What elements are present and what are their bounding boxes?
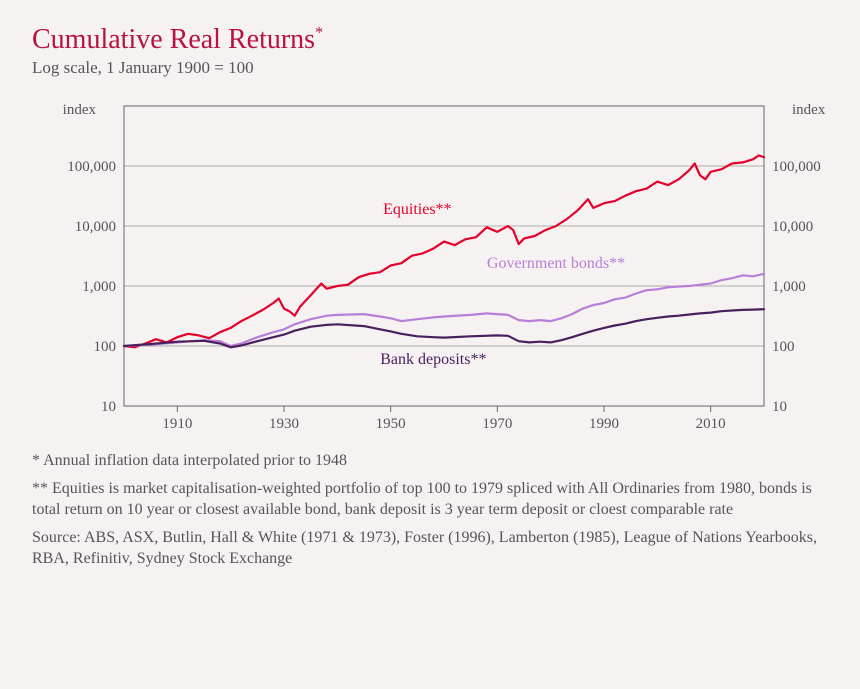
svg-text:1,000: 1,000 bbox=[772, 279, 806, 295]
footnote-2: ** Equities is market capitalisation-wei… bbox=[32, 478, 828, 521]
svg-text:Bank deposits**: Bank deposits** bbox=[380, 351, 486, 368]
svg-text:100: 100 bbox=[772, 339, 795, 355]
svg-text:2010: 2010 bbox=[696, 416, 726, 432]
svg-text:1970: 1970 bbox=[482, 416, 512, 432]
svg-text:Government bonds**: Government bonds** bbox=[487, 255, 625, 272]
chart-container: Cumulative Real Returns* Log scale, 1 Ja… bbox=[0, 0, 860, 592]
chart-subtitle: Log scale, 1 January 1900 = 100 bbox=[32, 58, 828, 78]
svg-text:100,000: 100,000 bbox=[772, 159, 821, 175]
svg-text:1950: 1950 bbox=[376, 416, 406, 432]
line-chart-svg: 10 10 100 100 1,000 1,000 10,000 10,000 100,000 1… bbox=[32, 96, 828, 436]
svg-text:100: 100 bbox=[94, 339, 117, 355]
svg-text:100,000: 100,000 bbox=[67, 159, 116, 175]
svg-text:1910: 1910 bbox=[162, 416, 192, 432]
svg-text:Equities**: Equities** bbox=[383, 201, 451, 218]
svg-text:1930: 1930 bbox=[269, 416, 299, 432]
svg-text:10,000: 10,000 bbox=[772, 219, 813, 235]
source-line: Source: ABS, ASX, Butlin, Hall & White (… bbox=[32, 527, 828, 570]
svg-text:1990: 1990 bbox=[589, 416, 619, 432]
svg-text:index: index bbox=[63, 102, 97, 118]
footnote-1: * Annual inflation data interpolated pri… bbox=[32, 450, 828, 472]
title-text: Cumulative Real Returns bbox=[32, 24, 315, 55]
svg-text:10: 10 bbox=[772, 399, 787, 415]
svg-text:1,000: 1,000 bbox=[82, 279, 116, 295]
title-sup: * bbox=[315, 25, 323, 42]
chart-title: Cumulative Real Returns* bbox=[32, 24, 828, 56]
svg-text:index: index bbox=[792, 102, 826, 118]
footnotes: * Annual inflation data interpolated pri… bbox=[32, 450, 828, 570]
svg-text:10: 10 bbox=[101, 399, 116, 415]
svg-text:10,000: 10,000 bbox=[75, 219, 116, 235]
chart-plot-area: 10 10 100 100 1,000 1,000 10,000 10,000 100,000 1… bbox=[32, 96, 828, 436]
